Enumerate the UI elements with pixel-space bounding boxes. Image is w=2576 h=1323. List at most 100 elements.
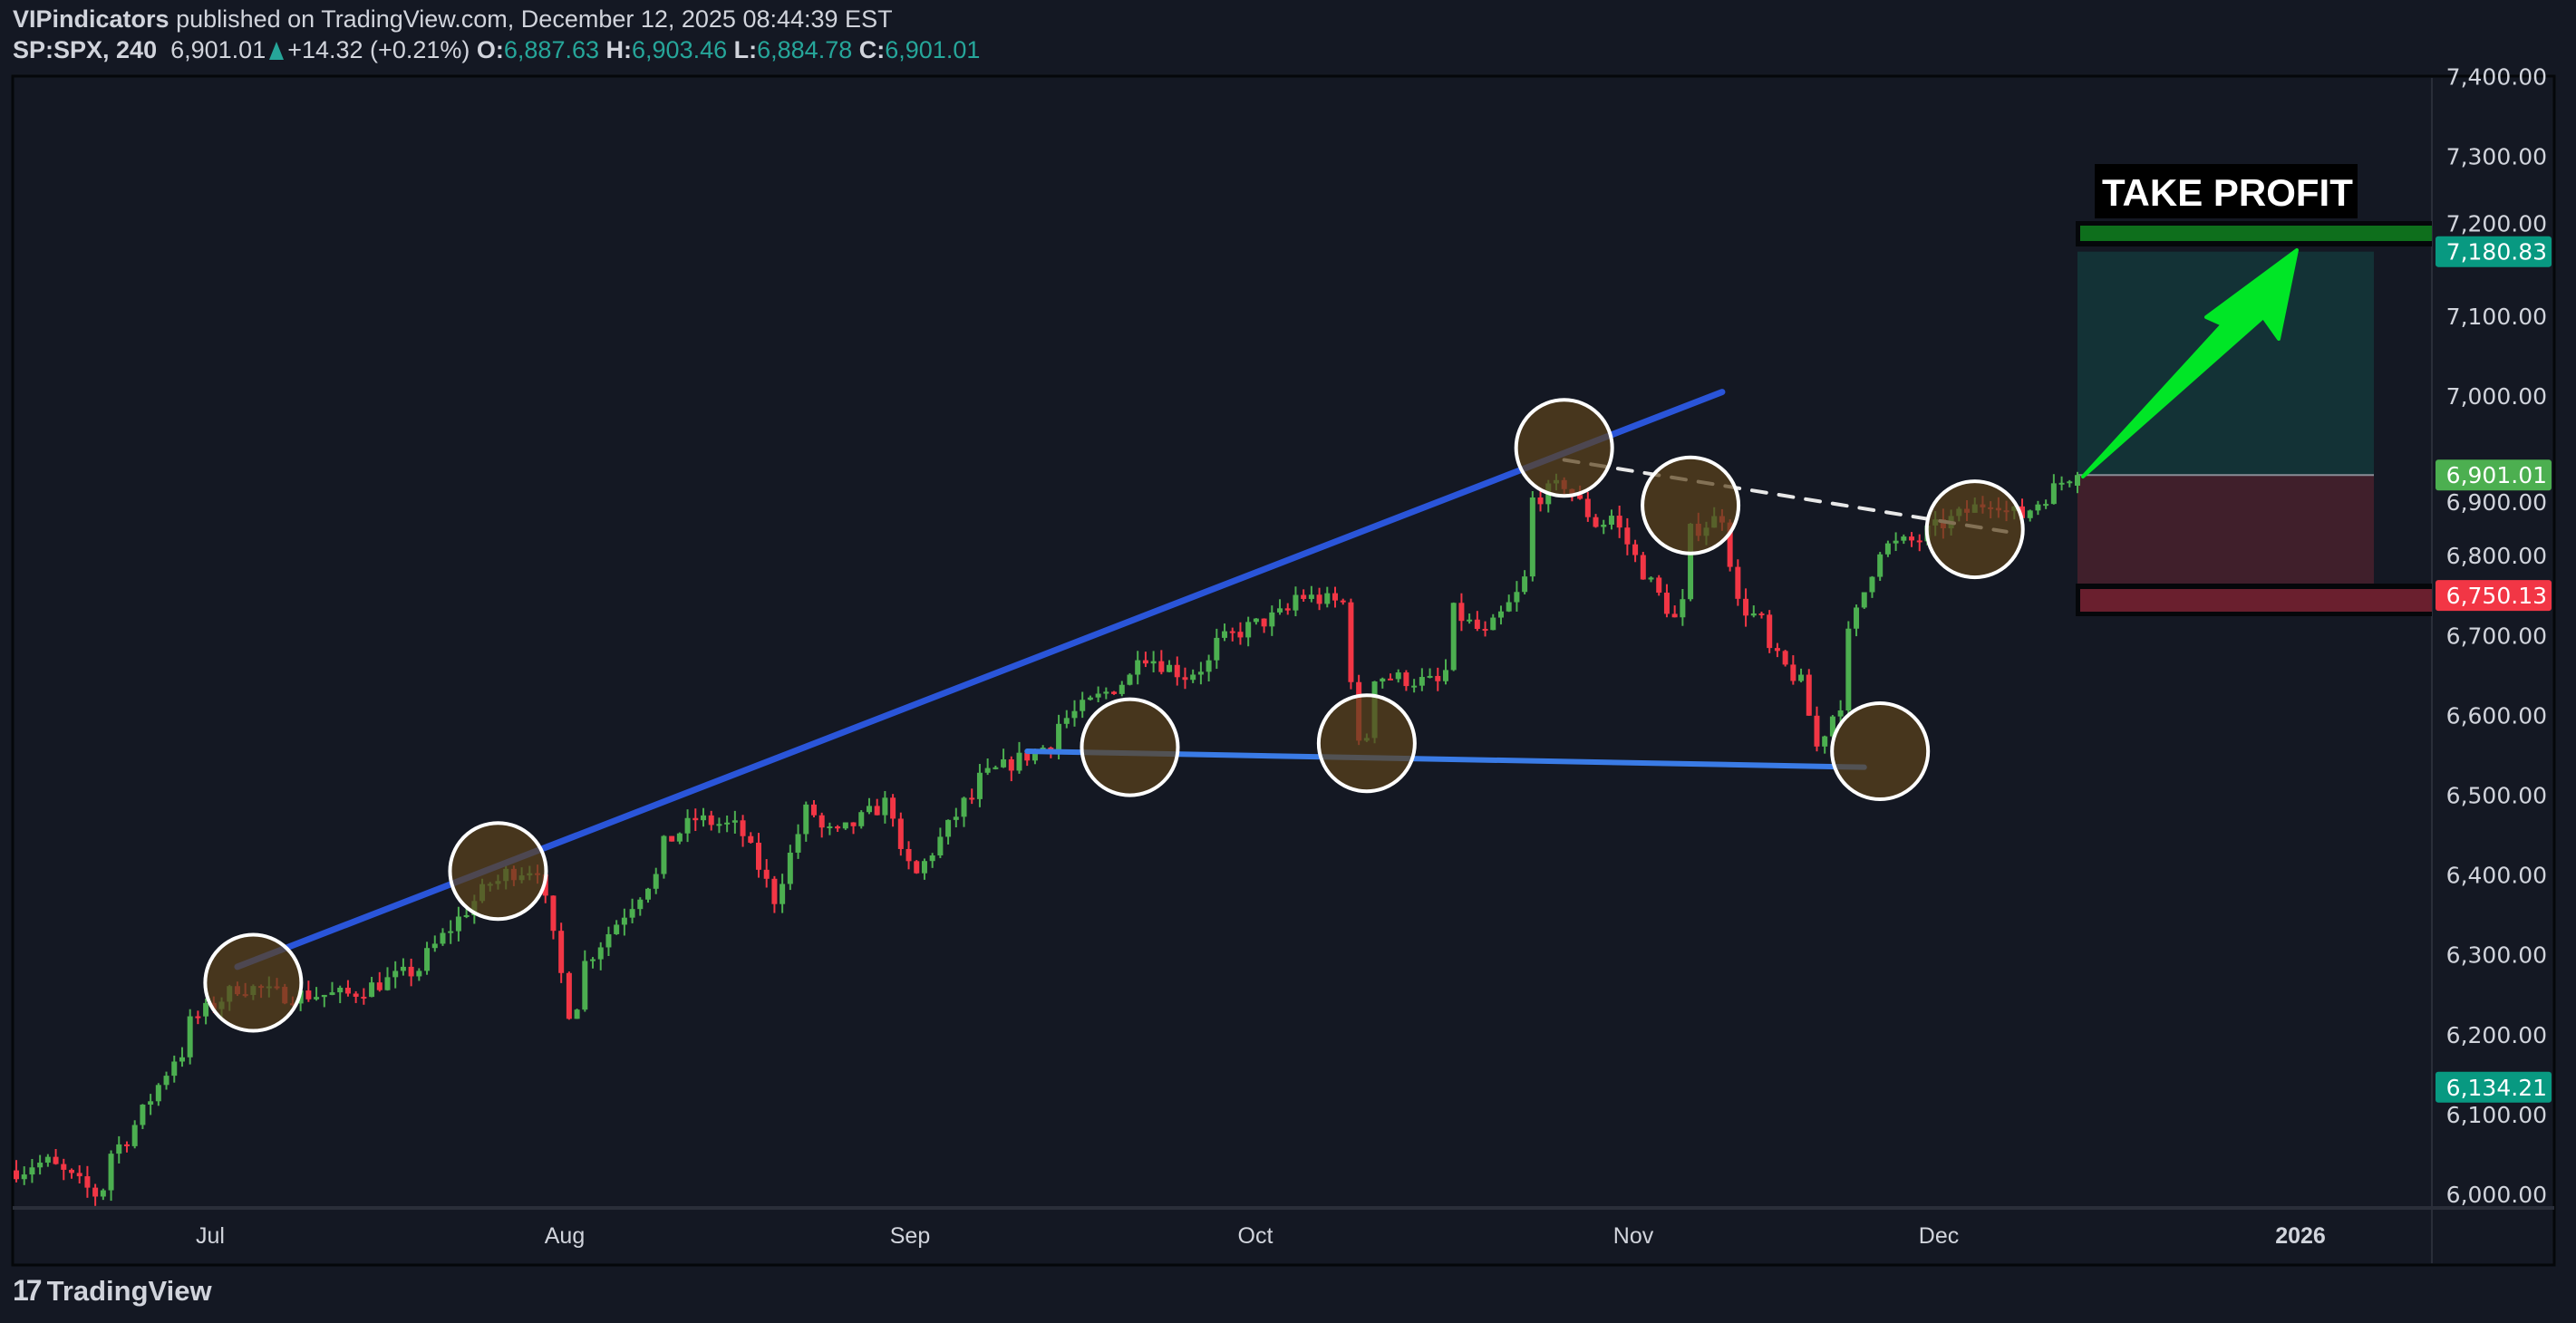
candle bbox=[835, 825, 841, 833]
candle bbox=[1624, 517, 1631, 555]
candle bbox=[614, 920, 620, 935]
candle bbox=[858, 810, 865, 829]
candle-body bbox=[1214, 637, 1220, 661]
candle bbox=[708, 810, 714, 831]
candle bbox=[1324, 586, 1331, 608]
price-badge: 6,750.13 bbox=[2436, 580, 2552, 612]
candle bbox=[937, 827, 944, 858]
candle bbox=[1150, 651, 1157, 672]
candle-body bbox=[661, 835, 667, 874]
take-profit-label-bg bbox=[2095, 164, 2358, 218]
up-arrow-icon[interactable] bbox=[2081, 248, 2299, 478]
candle bbox=[376, 971, 383, 992]
ohlc-legend: SP:SPX, 240 6,901.01 +14.32 (+0.21%) O:6,… bbox=[13, 36, 980, 64]
candle bbox=[416, 968, 422, 981]
candle-body bbox=[1388, 678, 1393, 681]
candle bbox=[605, 926, 612, 957]
candle-body bbox=[1087, 697, 1093, 700]
candle bbox=[44, 1154, 51, 1167]
candle-body bbox=[550, 895, 557, 932]
candle-body bbox=[914, 861, 920, 874]
candle bbox=[866, 797, 872, 815]
price-badge: 6,134.21 bbox=[2436, 1071, 2552, 1103]
candle bbox=[842, 822, 848, 830]
candle-body bbox=[1522, 576, 1528, 593]
candle-body bbox=[574, 1009, 580, 1019]
candle bbox=[2027, 509, 2033, 522]
candle bbox=[1197, 662, 1204, 685]
candle bbox=[1340, 598, 1346, 605]
candle bbox=[740, 815, 746, 847]
tradingview-logo[interactable]: 17 TradingView bbox=[13, 1274, 212, 1308]
candle-body bbox=[1308, 594, 1314, 599]
candle bbox=[1758, 612, 1765, 619]
candle-body bbox=[984, 768, 991, 773]
tradingview-mark-icon: 17 bbox=[13, 1274, 43, 1307]
touch-point-circle[interactable] bbox=[1514, 398, 1614, 498]
candle bbox=[1403, 670, 1409, 691]
candle-body bbox=[2019, 506, 2026, 518]
candle bbox=[179, 1047, 185, 1067]
candle-body bbox=[1782, 651, 1788, 665]
touch-point-circle[interactable] bbox=[1830, 701, 1931, 802]
candle bbox=[92, 1183, 99, 1206]
candle bbox=[61, 1158, 67, 1181]
candle-body bbox=[187, 1016, 193, 1057]
candle-body bbox=[905, 848, 912, 862]
candle-body bbox=[1458, 603, 1465, 622]
candle-body bbox=[1380, 678, 1386, 682]
author-name[interactable]: VIPindicators bbox=[13, 5, 169, 33]
candle bbox=[2075, 471, 2080, 494]
candle bbox=[676, 832, 683, 845]
low-value: 6,884.78 bbox=[757, 36, 853, 63]
candle bbox=[550, 895, 557, 940]
candle bbox=[1522, 570, 1528, 594]
candle bbox=[1467, 613, 1473, 624]
candle bbox=[2050, 474, 2057, 505]
candle-body bbox=[1750, 613, 1757, 616]
time-tick-label: Sep bbox=[890, 1223, 930, 1249]
neckline-dashed[interactable] bbox=[1562, 458, 2009, 534]
candle bbox=[84, 1165, 91, 1198]
candle-body bbox=[1450, 603, 1457, 671]
touch-point-circle[interactable] bbox=[1641, 455, 1741, 555]
touch-point-circle[interactable] bbox=[448, 821, 548, 922]
touch-point-circle[interactable] bbox=[1080, 697, 1180, 797]
candle bbox=[1206, 654, 1212, 682]
candle-body bbox=[1514, 592, 1520, 603]
chart-frame bbox=[11, 74, 2556, 1267]
touch-point-circle[interactable] bbox=[1924, 479, 2025, 580]
candle-body bbox=[1601, 525, 1607, 527]
candle bbox=[131, 1120, 138, 1149]
candle bbox=[1063, 710, 1070, 729]
candle bbox=[1001, 748, 1007, 768]
stop-loss-bar[interactable] bbox=[2080, 589, 2432, 612]
candle bbox=[1893, 532, 1899, 552]
candle-body bbox=[818, 815, 825, 828]
high-value: 6,903.46 bbox=[632, 36, 728, 63]
candle-body bbox=[763, 869, 770, 879]
candle-body bbox=[416, 971, 422, 977]
candle-body bbox=[1150, 661, 1157, 664]
candle bbox=[1814, 706, 1820, 752]
candle bbox=[1497, 605, 1504, 625]
candle-body bbox=[37, 1163, 44, 1168]
symbol-label[interactable]: SP:SPX, 240 bbox=[13, 36, 158, 63]
candle bbox=[1427, 668, 1433, 679]
candle bbox=[1640, 551, 1646, 580]
candle bbox=[392, 961, 399, 989]
touch-point-circle[interactable] bbox=[203, 932, 304, 1033]
touch-point-circle[interactable] bbox=[1316, 693, 1417, 794]
candle-body bbox=[1829, 716, 1835, 737]
candle-body bbox=[1869, 576, 1875, 593]
candle bbox=[21, 1166, 27, 1185]
take-profit-bar[interactable] bbox=[2080, 226, 2432, 241]
candle-body bbox=[1031, 749, 1038, 761]
candle-body bbox=[1537, 497, 1544, 505]
candle-body bbox=[1206, 660, 1212, 672]
candle-body bbox=[676, 833, 683, 842]
candle bbox=[684, 809, 691, 843]
candle bbox=[1884, 540, 1891, 557]
candle bbox=[1877, 552, 1884, 582]
